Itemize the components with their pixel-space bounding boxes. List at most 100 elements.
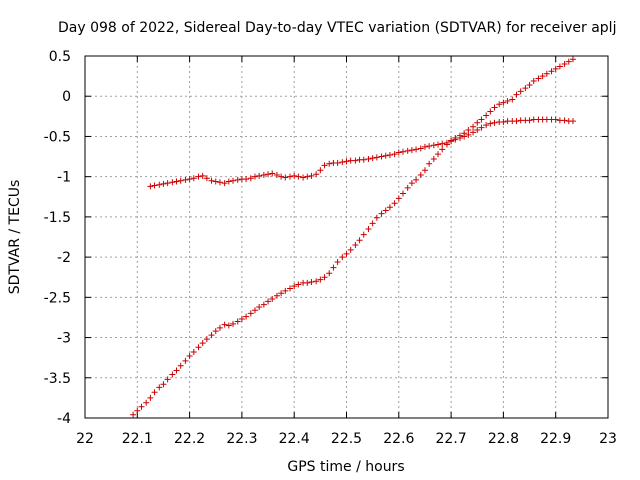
data-point-series-1 [413, 146, 420, 153]
x-tick-label: 22.2 [174, 431, 205, 447]
data-point-series-2 [569, 56, 576, 63]
data-point-series-1 [430, 142, 437, 149]
data-point-series-2 [369, 220, 376, 227]
data-point-series-2 [164, 376, 171, 383]
data-point-series-1 [526, 117, 533, 124]
data-point-series-2 [339, 254, 346, 261]
data-point-series-2 [282, 287, 289, 294]
data-point-series-1 [352, 157, 359, 164]
y-tick-label: -3.5 [44, 371, 71, 387]
data-point-series-2 [373, 214, 380, 221]
data-point-series-1 [569, 118, 576, 125]
x-tick-label: 22.6 [383, 431, 414, 447]
data-point-series-1 [382, 152, 389, 159]
data-point-series-2 [496, 101, 503, 108]
data-point-series-1 [386, 151, 393, 158]
data-point-series-2 [465, 127, 472, 134]
data-point-series-2 [530, 77, 537, 84]
data-point-series-1 [421, 143, 428, 150]
data-point-series-2 [134, 407, 141, 414]
data-point-series-2 [208, 332, 215, 339]
data-point-series-1 [395, 149, 402, 156]
data-point-series-2 [251, 307, 258, 314]
data-point-series-2 [287, 285, 294, 292]
data-point-series-1 [308, 172, 315, 179]
data-point-series-1 [369, 155, 376, 162]
data-point-series-2 [147, 394, 154, 401]
y-tick-label: -4 [57, 411, 71, 427]
data-point-series-2 [456, 132, 463, 139]
data-point-series-1 [234, 176, 241, 183]
data-point-series-2 [160, 381, 167, 388]
data-point-series-2 [556, 63, 563, 70]
data-point-series-2 [430, 155, 437, 162]
data-point-series-2 [565, 58, 572, 65]
data-point-series-1 [378, 153, 385, 160]
data-point-series-1 [282, 174, 289, 181]
data-point-series-2 [234, 318, 241, 325]
data-point-series-2 [452, 135, 459, 142]
data-point-series-2 [483, 112, 490, 119]
data-point-series-1 [295, 173, 302, 180]
data-point-series-1 [360, 156, 367, 163]
data-point-series-2 [426, 160, 433, 167]
x-tick-label: 22.8 [488, 431, 519, 447]
data-point-series-1 [408, 147, 415, 154]
data-point-series-1 [195, 173, 202, 180]
data-point-series-2 [269, 295, 276, 302]
x-tick-label: 22.3 [226, 431, 257, 447]
data-point-series-2 [330, 264, 337, 271]
data-point-series-2 [169, 371, 176, 378]
data-point-series-2 [517, 88, 524, 95]
data-point-series-1 [156, 181, 163, 188]
x-tick-label: 22.5 [331, 431, 362, 447]
data-point-series-2 [360, 231, 367, 238]
data-point-series-1 [470, 129, 477, 136]
data-point-series-2 [413, 176, 420, 183]
data-point-series-2 [347, 246, 354, 253]
data-point-series-1 [474, 127, 481, 134]
data-point-series-1 [552, 116, 559, 123]
data-point-series-1 [147, 183, 154, 190]
data-point-series-2 [509, 96, 516, 103]
data-point-series-1 [221, 180, 228, 187]
data-point-series-2 [238, 316, 245, 323]
data-point-series-2 [182, 357, 189, 364]
data-point-series-2 [535, 75, 542, 82]
data-point-series-2 [304, 279, 311, 286]
data-point-series-2 [548, 68, 555, 75]
data-point-series-2 [216, 324, 223, 331]
data-point-series-1 [291, 172, 298, 179]
data-point-series-2 [399, 190, 406, 197]
data-point-series-2 [504, 98, 511, 105]
data-point-series-2 [435, 151, 442, 158]
data-point-series-1 [304, 173, 311, 180]
data-point-series-2 [291, 283, 298, 290]
data-point-series-1 [343, 158, 350, 165]
data-point-series-2 [273, 292, 280, 299]
data-point-series-2 [391, 200, 398, 207]
plot-frame [84, 55, 609, 419]
data-point-series-2 [177, 362, 184, 369]
data-point-series-1 [313, 171, 320, 178]
data-point-series-1 [487, 120, 494, 127]
data-point-series-2 [203, 336, 210, 343]
data-point-series-2 [326, 270, 333, 277]
data-point-series-1 [399, 148, 406, 155]
data-point-series-1 [513, 118, 520, 125]
data-point-series-2 [317, 276, 324, 283]
data-point-series-2 [448, 137, 455, 144]
data-point-series-1 [478, 124, 485, 131]
data-point-series-2 [260, 301, 267, 308]
data-point-series-1 [417, 145, 424, 152]
data-point-series-2 [221, 321, 228, 328]
data-point-series-2 [470, 123, 477, 130]
y-tick-label: -2 [57, 250, 71, 266]
y-tick-label: -2.5 [44, 290, 71, 306]
data-point-series-1 [500, 118, 507, 125]
data-point-series-1 [317, 167, 324, 174]
data-point-series-2 [539, 73, 546, 80]
data-point-series-2 [143, 399, 150, 406]
data-point-series-1 [321, 162, 328, 169]
